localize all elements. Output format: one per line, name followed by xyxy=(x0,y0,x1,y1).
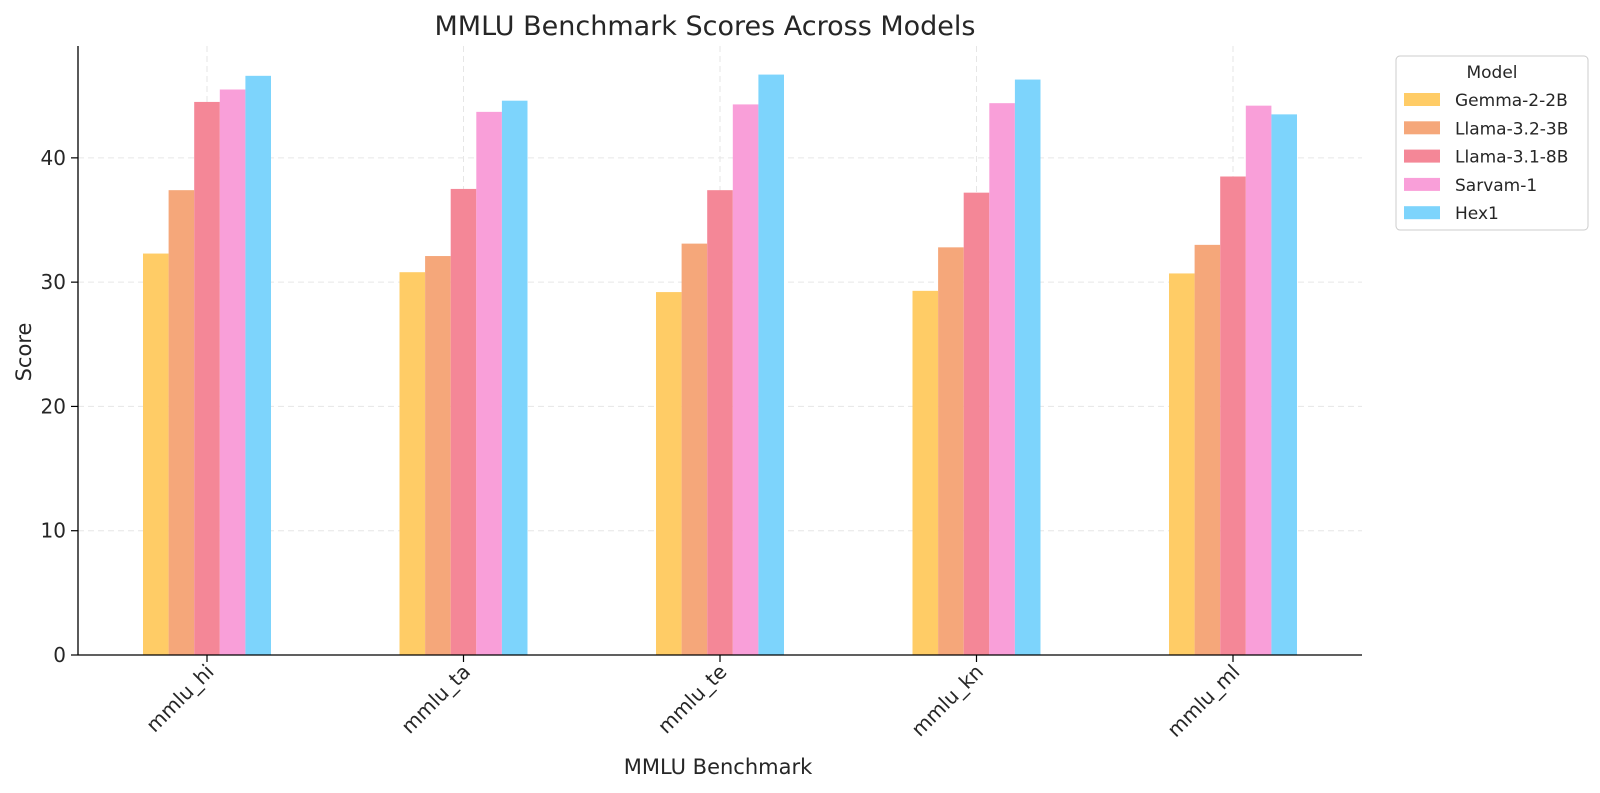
bar-hex1-mmlu_ml xyxy=(1271,114,1297,656)
y-tick-label: 20 xyxy=(41,394,66,418)
legend-swatch xyxy=(1404,149,1440,163)
legend-label: Gemma-2-2B xyxy=(1455,91,1568,111)
bar-hex1-mmlu_hi xyxy=(245,75,271,656)
bar-gemma-2-2b-mmlu_ta xyxy=(399,272,426,655)
x-tick-label: mmlu_hi xyxy=(141,660,218,737)
bar-hex1-mmlu_te xyxy=(758,74,784,656)
bar-sarvam-1-mmlu_ml xyxy=(1245,105,1272,655)
bar-llama-3-2-3b-mmlu_hi xyxy=(168,190,195,655)
x-axis-label: MMLU Benchmark xyxy=(624,755,813,779)
bar-llama-3-1-8b-mmlu_te xyxy=(707,190,733,655)
bar-sarvam-1-mmlu_hi xyxy=(219,89,246,655)
y-tick-label: 0 xyxy=(53,643,66,667)
bar-sarvam-1-mmlu_te xyxy=(732,104,759,655)
x-tick-label: mmlu_ta xyxy=(396,660,475,739)
bar-llama-3-2-3b-mmlu_ta xyxy=(425,256,451,655)
legend-swatch xyxy=(1404,121,1440,135)
x-tick-label: mmlu_ml xyxy=(1162,660,1244,742)
bar-llama-3-2-3b-mmlu_ml xyxy=(1194,244,1221,655)
bar-gemma-2-2b-mmlu_ml xyxy=(1169,273,1195,655)
y-tick-label: 30 xyxy=(41,270,66,294)
bar-gemma-2-2b-mmlu_kn xyxy=(912,290,939,655)
y-axis-label: Score xyxy=(12,323,36,382)
bars xyxy=(143,74,1297,656)
bar-llama-3-1-8b-mmlu_hi xyxy=(194,101,220,655)
y-tick-label: 40 xyxy=(41,146,66,170)
legend-label: Sarvam-1 xyxy=(1455,176,1537,196)
legend-title: Model xyxy=(1466,63,1517,83)
bar-llama-3-1-8b-mmlu_ml xyxy=(1220,176,1246,655)
x-tick-label: mmlu_te xyxy=(653,660,732,739)
legend-label: Llama-3.2-3B xyxy=(1455,119,1568,139)
bar-sarvam-1-mmlu_kn xyxy=(989,103,1015,655)
legend-swatch xyxy=(1404,177,1440,191)
legend-items: Gemma-2-2B Llama-3.2-3B Llama-3.1-8B Sarvam… xyxy=(1404,91,1568,224)
bar-gemma-2-2b-mmlu_te xyxy=(656,292,682,655)
bar-sarvam-1-mmlu_ta xyxy=(476,111,502,655)
bar-llama-3-1-8b-mmlu_ta xyxy=(450,188,477,655)
bar-llama-3-2-3b-mmlu_kn xyxy=(938,247,964,656)
x-tick-label: mmlu_kn xyxy=(906,660,988,742)
chart-title: MMLU Benchmark Scores Across Models xyxy=(435,11,976,42)
legend-swatch xyxy=(1404,206,1440,220)
legend-swatch xyxy=(1404,93,1440,106)
y-tick-label: 10 xyxy=(41,519,66,543)
legend-label: Llama-3.1-8B xyxy=(1455,148,1568,168)
bar-llama-3-2-3b-mmlu_te xyxy=(681,243,708,655)
legend-frame xyxy=(1395,55,1589,231)
bar-gemma-2-2b-mmlu_hi xyxy=(143,253,169,656)
x-ticks: mmlu_hi mmlu_ta mmlu_te mmlu_kn mmlu_ml xyxy=(141,655,1245,742)
bar-hex1-mmlu_ta xyxy=(501,100,528,655)
bar-llama-3-1-8b-mmlu_kn xyxy=(963,192,990,655)
legend: Model Gemma-2-2B Llama-3.2-3B Llama-3.1-8B… xyxy=(1395,55,1589,231)
legend-label: Hex1 xyxy=(1455,204,1499,224)
y-ticks: 0 10 20 30 40 xyxy=(41,146,78,667)
bar-hex1-mmlu_kn xyxy=(1014,79,1041,656)
